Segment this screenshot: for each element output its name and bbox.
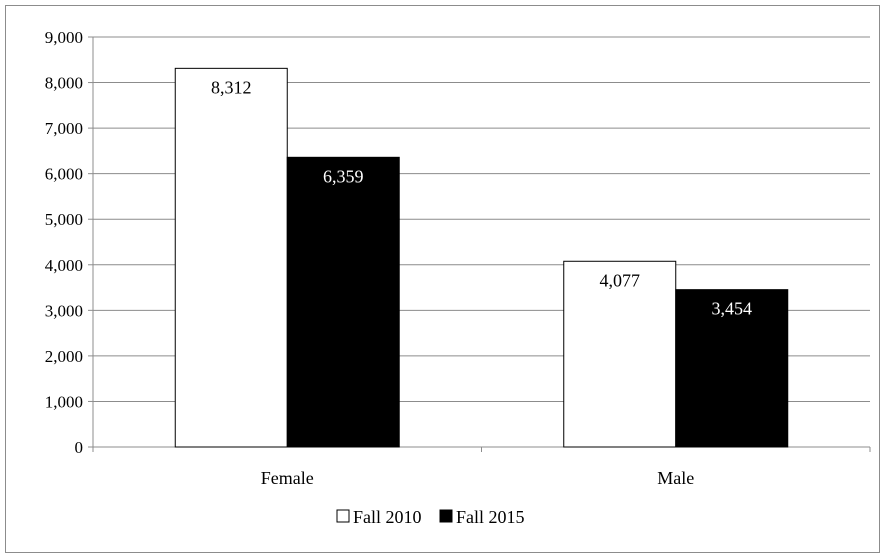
data-label: 8,312 [211, 77, 252, 97]
y-tick-label: 9,000 [45, 28, 83, 47]
x-axis: Female Male [92, 446, 871, 488]
legend-swatch [336, 509, 350, 523]
y-axis: 0 1,000 2,000 3,000 4,000 5,000 6,000 7,000 8,00… [45, 28, 94, 457]
y-tick-label: 4,000 [45, 256, 83, 275]
y-tick-label: 2,000 [45, 347, 83, 366]
legend-label: Fall 2010 [353, 507, 422, 527]
y-tick-label: 3,000 [45, 301, 83, 320]
bar [675, 289, 789, 448]
bar [286, 156, 400, 448]
y-tick-label: 8,000 [45, 74, 83, 93]
legend-swatch [439, 509, 453, 523]
chart-frame [5, 5, 880, 553]
bars [174, 67, 789, 448]
bar [174, 67, 288, 448]
bar [563, 260, 677, 448]
data-labels: 8,312 6,359 4,077 3,454 [211, 77, 752, 318]
y-tick-label: 5,000 [45, 210, 83, 229]
data-label: 3,454 [712, 299, 753, 319]
data-label: 6,359 [323, 166, 364, 186]
y-tick-label: 1,000 [45, 392, 83, 411]
x-category-label: Female [261, 468, 314, 488]
y-tick-label: 0 [75, 438, 84, 457]
y-tick-label: 6,000 [45, 165, 83, 184]
legend-label: Fall 2015 [456, 507, 525, 527]
data-label: 4,077 [600, 270, 641, 290]
legend: Fall 2010 Fall 2015 [336, 507, 525, 527]
x-category-label: Male [657, 468, 694, 488]
y-tick-label: 7,000 [45, 119, 83, 138]
